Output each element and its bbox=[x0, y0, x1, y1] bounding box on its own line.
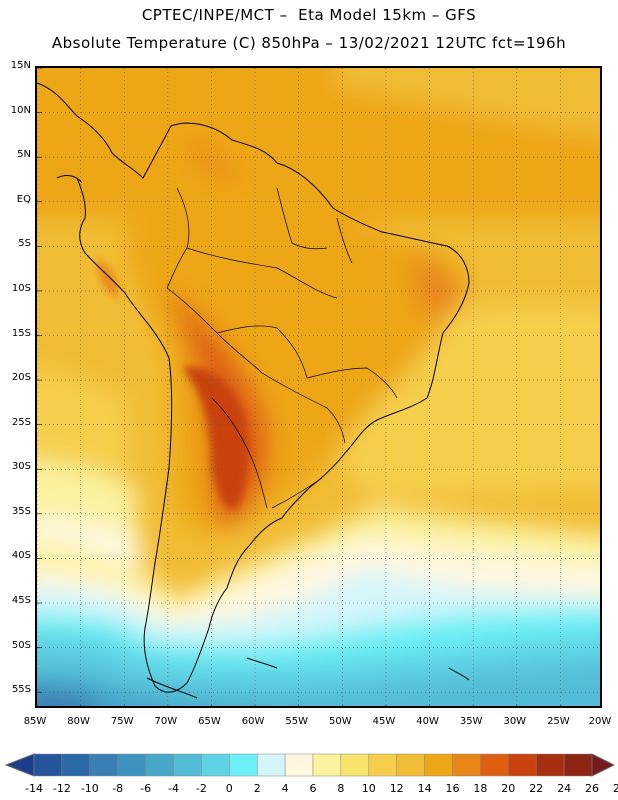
colorbar-swatch bbox=[452, 753, 481, 777]
latitude-label: 45S bbox=[11, 595, 31, 606]
colorbar-swatch bbox=[61, 753, 91, 777]
colorbar-swatch bbox=[312, 753, 342, 777]
colorbar-swatch bbox=[284, 753, 314, 777]
longitude-label: 75W bbox=[110, 716, 134, 727]
colorbar-arrow-high bbox=[591, 753, 616, 777]
latitude-label: 40S bbox=[11, 550, 31, 562]
latitude-label: 30S bbox=[11, 461, 31, 473]
temperature-map bbox=[35, 66, 602, 708]
longitude-label: 35W bbox=[459, 716, 483, 727]
longitude-label: 60W bbox=[241, 716, 265, 727]
colorbar-tick-label: 24 bbox=[557, 782, 572, 795]
colorbar-swatch bbox=[173, 753, 202, 777]
colorbar-tick-label: 18 bbox=[473, 782, 488, 795]
latitude-label: 10N bbox=[10, 104, 31, 116]
longitude-gridlines bbox=[37, 68, 561, 706]
colorbar-tick-label: 20 bbox=[501, 782, 516, 795]
colorbar-swatch bbox=[480, 753, 509, 777]
colorbar-swatch bbox=[508, 753, 537, 777]
longitude-label: 50W bbox=[328, 716, 352, 727]
colorbar-swatch bbox=[229, 753, 258, 777]
latitude-label: 55S bbox=[11, 684, 31, 696]
longitude-label: 25W bbox=[547, 716, 570, 727]
colorbar-tick-label: 12 bbox=[389, 782, 404, 795]
colorbar-swatch bbox=[201, 753, 230, 777]
map-canvas bbox=[37, 68, 600, 706]
coastline bbox=[37, 82, 470, 699]
colorbar-tick-label: 0 bbox=[225, 782, 233, 795]
longitude-label: 40W bbox=[416, 716, 439, 727]
colorbar-tick-label: 26 bbox=[585, 782, 599, 795]
latitude-label: 50S bbox=[11, 639, 31, 651]
colorbar bbox=[4, 753, 616, 777]
colorbar-tick-label: -2 bbox=[195, 782, 207, 795]
colorbar-tick-label: -4 bbox=[168, 782, 179, 795]
country-borders bbox=[166, 187, 398, 509]
longitude-label: 85W bbox=[23, 716, 47, 727]
colorbar-swatch bbox=[89, 753, 118, 777]
title-line-2: Absolute Temperature (C) 850hPa – 13/02/… bbox=[51, 34, 567, 52]
latitude-label: 35S bbox=[11, 505, 31, 517]
latitude-label: EQ bbox=[16, 193, 31, 205]
colorbar-swatch bbox=[368, 753, 397, 777]
longitude-label: 30W bbox=[503, 716, 527, 727]
colorbar-tick-label: 14 bbox=[417, 782, 432, 795]
latitude-label: 15S bbox=[11, 327, 31, 339]
colorbar-tick-label: 2 bbox=[253, 782, 261, 795]
longitude-label: 80W bbox=[67, 716, 90, 727]
colorbar-tick-label: -12 bbox=[52, 782, 71, 795]
title-line-1: CPTEC/INPE/MCT – Eta Model 15km – GFS bbox=[141, 6, 477, 24]
colorbar-swatch bbox=[563, 753, 593, 777]
colorbar-swatch bbox=[256, 753, 286, 777]
colorbar-swatch bbox=[117, 753, 146, 777]
colorbar-swatch bbox=[535, 753, 565, 777]
colorbar-swatch bbox=[33, 753, 63, 777]
colorbar-tick-label: 28 bbox=[612, 782, 618, 795]
longitude-label: 65W bbox=[198, 716, 221, 727]
latitude-label: 25S bbox=[11, 416, 31, 428]
colorbar-tick-label: -6 bbox=[140, 782, 152, 795]
colorbar-tick-label: 16 bbox=[445, 782, 460, 795]
colorbar-swatch bbox=[424, 753, 453, 777]
longitude-label: 20W bbox=[588, 716, 612, 727]
latitude-label: 15N bbox=[10, 60, 31, 71]
colorbar-tick-label: 8 bbox=[337, 782, 345, 795]
longitude-label: 70W bbox=[154, 716, 178, 727]
colorbar-tick-label: -10 bbox=[80, 782, 99, 795]
colorbar-tick-label: 6 bbox=[309, 782, 317, 795]
colorbar-swatch bbox=[396, 753, 425, 777]
colorbar-tick-label: -14 bbox=[25, 782, 43, 795]
latitude-label: 10S bbox=[11, 282, 31, 294]
colorbar-tick-label: 22 bbox=[529, 782, 544, 795]
latitude-label: 20S bbox=[11, 372, 31, 384]
colorbar-tick-label: 10 bbox=[361, 782, 376, 795]
longitude-label: 55W bbox=[285, 716, 308, 727]
colorbar-swatch bbox=[145, 753, 174, 777]
latitude-label: 5S bbox=[18, 238, 31, 250]
colorbar-swatch bbox=[340, 753, 370, 777]
colorbar-tick-label: -8 bbox=[112, 782, 124, 795]
latitude-label: 5N bbox=[17, 149, 31, 161]
longitude-label: 45W bbox=[372, 716, 396, 727]
colorbar-arrow-low bbox=[4, 753, 35, 777]
latitude-gridlines bbox=[37, 68, 600, 693]
colorbar-tick-label: 4 bbox=[281, 782, 289, 795]
